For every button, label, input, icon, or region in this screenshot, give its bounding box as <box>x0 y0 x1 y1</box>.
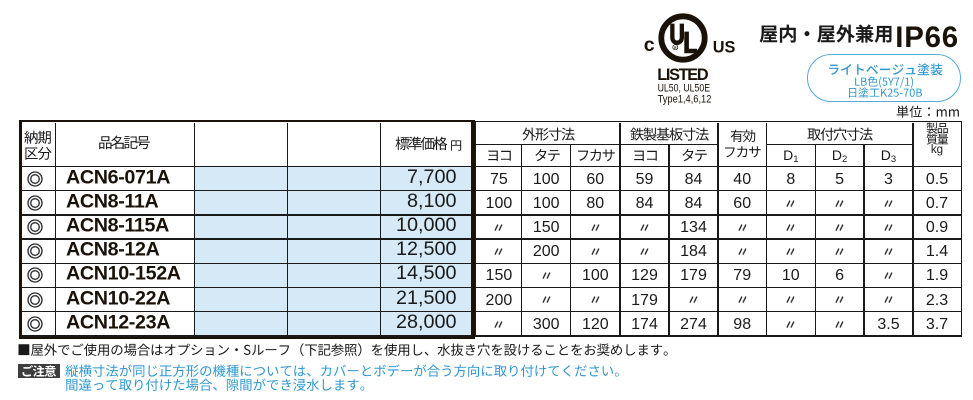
svg-text:UL50, UL50E: UL50, UL50E <box>658 83 711 95</box>
svg-text:LISTED: LISTED <box>657 66 709 84</box>
svg-text:Type1,4,6,12: Type1,4,6,12 <box>658 93 712 105</box>
svg-text:R: R <box>674 46 677 50</box>
svg-text:US: US <box>713 38 736 56</box>
svg-text:c: c <box>644 34 655 56</box>
